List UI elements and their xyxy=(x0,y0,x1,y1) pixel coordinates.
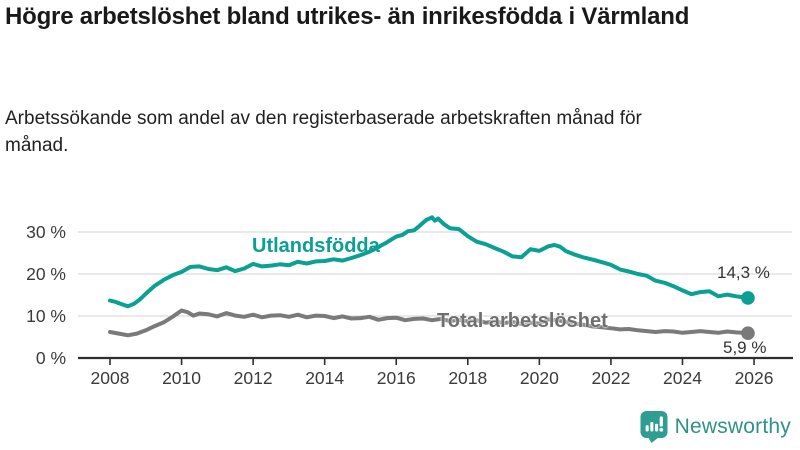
page-subtitle: Arbetssökande som andel av den registerb… xyxy=(5,108,642,156)
y-tick-label: 10 % xyxy=(26,306,66,326)
page-title: Högre arbetslöshet bland utrikes- än inr… xyxy=(5,3,690,30)
series-line xyxy=(108,308,750,338)
y-tick-label: 30 % xyxy=(26,222,66,242)
x-tick-label: 2026 xyxy=(735,368,774,388)
newsworthy-logo: Newsworthy xyxy=(640,410,791,443)
y-tick-label: 0 % xyxy=(36,348,66,368)
end-value-total-arbetsloshet: 5,9 % xyxy=(723,338,767,357)
y-tick-label: 20 % xyxy=(26,264,66,284)
series-label-total-arbetsloshet: Total arbetslöshet xyxy=(437,310,608,332)
series-line xyxy=(108,215,750,309)
x-tick-label: 2012 xyxy=(234,368,273,388)
x-tick-label: 2020 xyxy=(520,368,559,388)
newsworthy-bar-chart-bubble-icon xyxy=(640,411,668,443)
x-tick-label: 2016 xyxy=(377,368,416,388)
series-end-dot xyxy=(741,291,755,305)
series-label-utlandsfodda: Utlandsfödda xyxy=(252,235,380,257)
x-tick-label: 2022 xyxy=(591,368,630,388)
x-tick-label: 2008 xyxy=(91,368,130,388)
x-tick-label: 2014 xyxy=(305,368,344,388)
newsworthy-logo-text: Newsworthy xyxy=(674,414,791,438)
x-tick-label: 2010 xyxy=(162,368,201,388)
x-tick-label: 2018 xyxy=(448,368,487,388)
x-tick-label: 2024 xyxy=(663,368,702,388)
series-end-dot xyxy=(741,326,755,341)
end-value-utlandsfodda: 14,3 % xyxy=(717,263,770,282)
